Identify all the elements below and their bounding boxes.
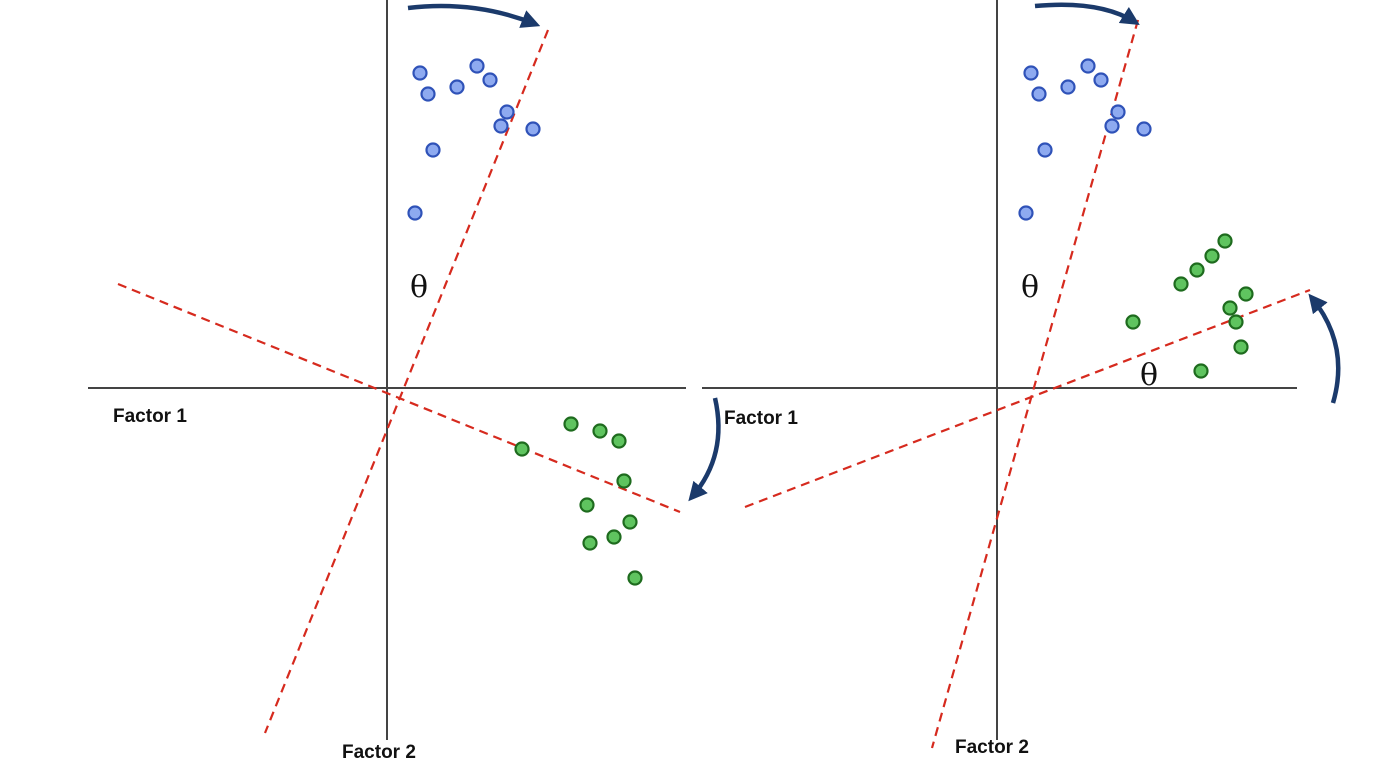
blue-data-point (1110, 104, 1126, 120)
green-data-point (1173, 276, 1189, 292)
blue-data-point (1080, 58, 1096, 74)
rotation-arrow-icon (688, 397, 721, 502)
green-data-point (563, 416, 579, 432)
blue-data-point (493, 118, 509, 134)
rotated-axis-1 (930, 19, 1140, 749)
rotation-arrow-icon (407, 3, 541, 28)
green-data-point (1217, 233, 1233, 249)
green-data-point (611, 433, 627, 449)
green-data-point (627, 570, 643, 586)
green-data-point (582, 535, 598, 551)
green-data-point (606, 529, 622, 545)
green-data-point (1238, 286, 1254, 302)
blue-data-point (1023, 65, 1039, 81)
blue-data-point (1093, 72, 1109, 88)
rotated-axis-1 (263, 29, 550, 734)
blue-point-cluster (407, 58, 541, 221)
blue-data-point (1037, 142, 1053, 158)
green-data-point (622, 514, 638, 530)
green-data-point (579, 497, 595, 513)
blue-data-point (482, 72, 498, 88)
blue-data-point (469, 58, 485, 74)
panel-orthogonal: θ Factor 1 Factor 2 (88, 0, 721, 763)
rotation-arrow-icon (1034, 2, 1140, 26)
green-data-point (1125, 314, 1141, 330)
theta-label: θ (410, 270, 428, 305)
blue-point-cluster (1018, 58, 1152, 221)
blue-data-point (499, 104, 515, 120)
blue-data-point (1136, 121, 1152, 137)
green-point-cluster (1125, 233, 1254, 379)
factor1-label: Factor 1 (724, 408, 798, 429)
blue-data-point (412, 65, 428, 81)
panel-oblique: θ θ Factor 1 Factor 2 (702, 0, 1341, 758)
green-data-point (514, 441, 530, 457)
green-data-point (1193, 363, 1209, 379)
rotated-axis-2 (117, 282, 681, 514)
green-data-point (1189, 262, 1205, 278)
green-point-cluster (514, 416, 643, 586)
blue-data-point (1031, 86, 1047, 102)
green-data-point (1204, 248, 1220, 264)
blue-data-point (1104, 118, 1120, 134)
blue-data-point (407, 205, 423, 221)
rotation-arrow-icon (1308, 293, 1341, 404)
factor2-label: Factor 2 (955, 737, 1029, 758)
green-data-point (616, 473, 632, 489)
green-data-point (592, 423, 608, 439)
blue-data-point (1060, 79, 1076, 95)
green-data-point (1228, 314, 1244, 330)
theta-label-2: θ (1140, 358, 1158, 393)
green-data-point (1233, 339, 1249, 355)
rotated-axis-2 (744, 288, 1311, 509)
factor2-label: Factor 2 (342, 742, 416, 763)
green-data-point (1222, 300, 1238, 316)
blue-data-point (1018, 205, 1034, 221)
blue-data-point (420, 86, 436, 102)
theta-label: θ (1021, 270, 1039, 305)
blue-data-point (449, 79, 465, 95)
blue-data-point (425, 142, 441, 158)
blue-data-point (525, 121, 541, 137)
factor1-label: Factor 1 (113, 406, 187, 427)
